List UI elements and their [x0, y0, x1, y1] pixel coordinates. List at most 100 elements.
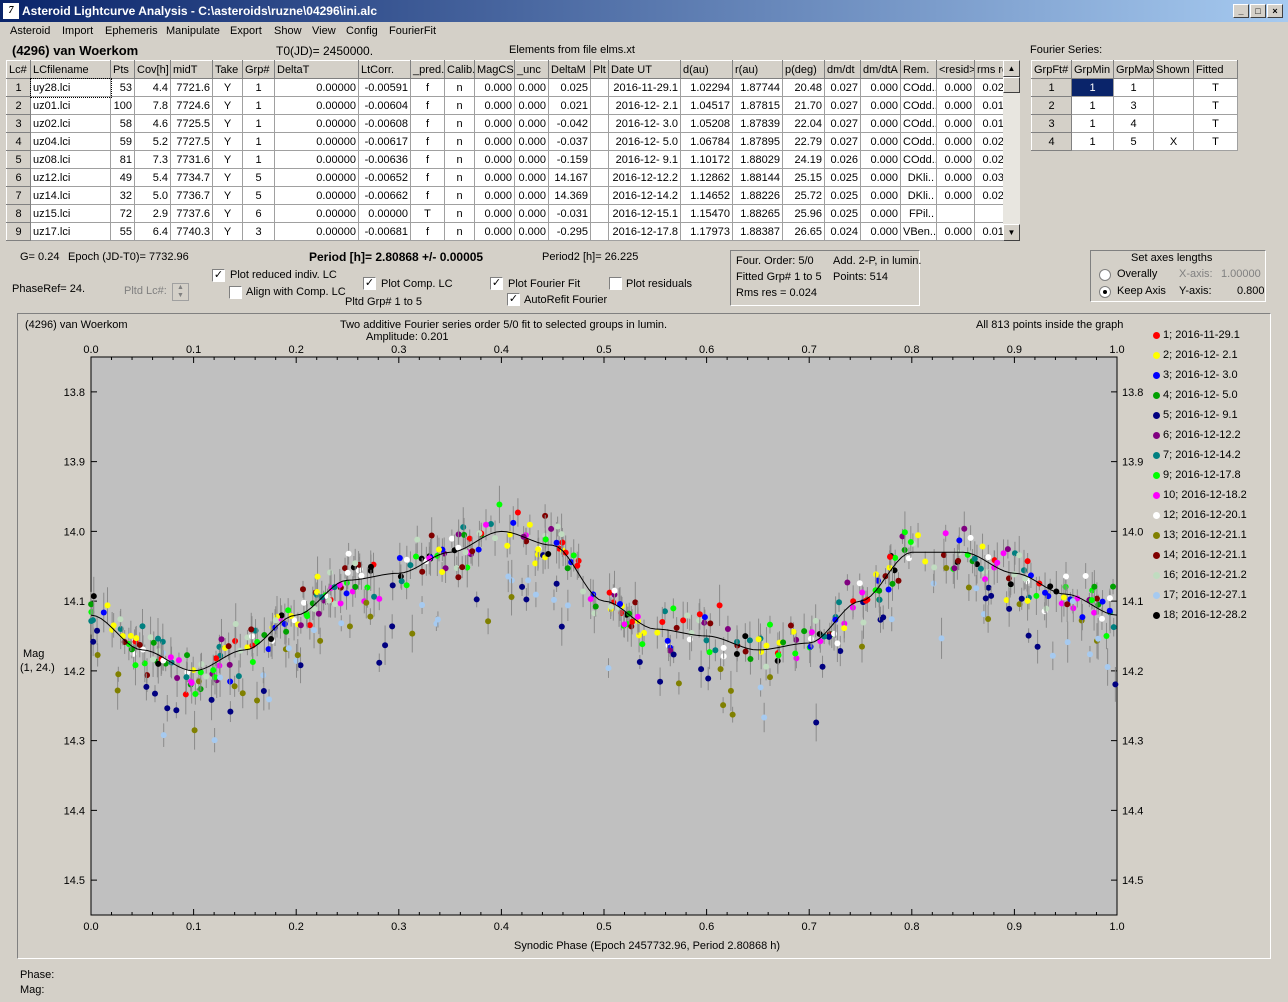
- table-cell[interactable]: T: [410, 204, 445, 223]
- table-cell[interactable]: 21.70: [782, 96, 825, 115]
- pltd-lc-spinner[interactable]: ▲ ▼: [172, 283, 189, 301]
- maximize-button[interactable]: □: [1250, 4, 1266, 18]
- table-cell[interactable]: 1.88144: [732, 168, 783, 187]
- table-cell[interactable]: 7725.5: [170, 114, 213, 133]
- table-cell[interactable]: 1.02294: [680, 78, 733, 97]
- table-cell[interactable]: 25.72: [782, 186, 825, 205]
- table-cell[interactable]: COdd..: [900, 114, 937, 133]
- table-cell[interactable]: 0.000: [936, 78, 975, 97]
- table-cell[interactable]: 0.000: [936, 222, 975, 241]
- table-cell[interactable]: [590, 186, 609, 205]
- table-cell[interactable]: n: [444, 114, 475, 133]
- table-cell[interactable]: 7731.6: [170, 150, 213, 169]
- table-cell[interactable]: 7721.6: [170, 78, 213, 97]
- fourier-cell[interactable]: 1: [1071, 78, 1114, 97]
- table-cell[interactable]: 9: [6, 222, 31, 241]
- table-cell[interactable]: 1.87839: [732, 114, 783, 133]
- table-cell[interactable]: 7724.6: [170, 96, 213, 115]
- table-cell[interactable]: 0.000: [860, 204, 901, 223]
- table-cell[interactable]: 1.88265: [732, 204, 783, 223]
- table-cell[interactable]: 0.000: [474, 78, 515, 97]
- table-cell[interactable]: 0.000: [514, 96, 549, 115]
- table-cell[interactable]: 4.4: [134, 78, 171, 97]
- table-cell[interactable]: 26.65: [782, 222, 825, 241]
- table-cell[interactable]: 72: [110, 204, 135, 223]
- column-header[interactable]: Take: [212, 60, 243, 79]
- table-cell[interactable]: -0.00604: [358, 96, 411, 115]
- table-cell[interactable]: 0.027: [824, 132, 861, 151]
- table-cell[interactable]: 7: [6, 186, 31, 205]
- column-header[interactable]: Lc#: [6, 60, 31, 79]
- lightcurve-plot-panel[interactable]: 0.0 0.0 0.1 0.1 0.2 0.2 0.3 0.3 0.4 0.4 0.5 0.5 0.6 0…: [17, 313, 1271, 959]
- fourier-cell[interactable]: T: [1193, 96, 1238, 115]
- table-cell[interactable]: 5.4: [134, 168, 171, 187]
- table-cell[interactable]: 0.000: [936, 186, 975, 205]
- column-header[interactable]: LtCorr.: [358, 60, 411, 79]
- column-header[interactable]: r(au): [732, 60, 783, 79]
- table-cell[interactable]: 0.026: [824, 150, 861, 169]
- table-cell[interactable]: n: [444, 204, 475, 223]
- table-cell[interactable]: -0.00608: [358, 114, 411, 133]
- table-cell[interactable]: 1.88029: [732, 150, 783, 169]
- table-cell[interactable]: 6.4: [134, 222, 171, 241]
- table-cell[interactable]: 0.027: [824, 96, 861, 115]
- table-cell[interactable]: Y: [212, 186, 243, 205]
- plot-comp-checkbox[interactable]: ✓: [363, 277, 376, 290]
- table-cell[interactable]: 55: [110, 222, 135, 241]
- table-scrollbar[interactable]: ▲ ▼: [1003, 60, 1020, 241]
- column-header[interactable]: Calib.: [444, 60, 475, 79]
- table-cell[interactable]: 0.00000: [274, 132, 359, 151]
- table-cell[interactable]: 0.021: [548, 96, 591, 115]
- table-cell[interactable]: 1.14652: [680, 186, 733, 205]
- table-cell[interactable]: 0.000: [860, 222, 901, 241]
- table-cell[interactable]: 3: [242, 222, 275, 241]
- table-cell[interactable]: 0.000: [474, 150, 515, 169]
- table-cell[interactable]: 8: [6, 204, 31, 223]
- fourier-column-header[interactable]: GrpMin: [1071, 60, 1114, 79]
- table-cell[interactable]: 6: [6, 168, 31, 187]
- table-cell[interactable]: 24.19: [782, 150, 825, 169]
- table-cell[interactable]: -0.159: [548, 150, 591, 169]
- table-cell[interactable]: 2016-11-29.1: [608, 78, 681, 97]
- fourier-cell[interactable]: 1: [1113, 78, 1154, 97]
- table-cell[interactable]: uz02.lci: [30, 114, 111, 133]
- column-header[interactable]: Rem.: [900, 60, 937, 79]
- table-cell[interactable]: 2.9: [134, 204, 171, 223]
- table-cell[interactable]: 1.15470: [680, 204, 733, 223]
- fourier-cell[interactable]: 1: [1071, 114, 1114, 133]
- table-cell[interactable]: COdd..: [900, 150, 937, 169]
- table-cell[interactable]: 0.000: [474, 132, 515, 151]
- align-comp-checkbox[interactable]: [229, 286, 242, 299]
- table-cell[interactable]: 0.000: [860, 96, 901, 115]
- fourier-cell[interactable]: 3: [1031, 114, 1072, 133]
- table-cell[interactable]: 0.025: [548, 78, 591, 97]
- table-cell[interactable]: 0.000: [860, 186, 901, 205]
- y-axis-value[interactable]: 0.800: [1237, 285, 1265, 297]
- fourier-cell[interactable]: [1153, 96, 1194, 115]
- table-cell[interactable]: 1: [242, 78, 275, 97]
- table-row[interactable]: 9 uz17.lci 55 6.4 7740.3 Y 3 0.00000 -0.00681 f n 0…: [6, 222, 1013, 241]
- keep-axis-radio[interactable]: [1099, 286, 1111, 298]
- table-cell[interactable]: 2016-12-14.2: [608, 186, 681, 205]
- table-cell[interactable]: 2016-12- 9.1: [608, 150, 681, 169]
- table-cell[interactable]: f: [410, 222, 445, 241]
- table-cell[interactable]: 1.05208: [680, 114, 733, 133]
- column-header[interactable]: p(deg): [782, 60, 825, 79]
- table-cell[interactable]: [590, 132, 609, 151]
- table-cell[interactable]: 22.79: [782, 132, 825, 151]
- autorefit-checkbox[interactable]: ✓: [507, 293, 520, 306]
- table-cell[interactable]: 0.000: [474, 204, 515, 223]
- column-header[interactable]: <resid>: [936, 60, 975, 79]
- table-cell[interactable]: 0.000: [474, 222, 515, 241]
- table-cell[interactable]: -0.042: [548, 114, 591, 133]
- menu-show[interactable]: Show: [274, 25, 302, 37]
- menu-manipulate[interactable]: Manipulate: [166, 25, 220, 37]
- plot-reduced-checkbox[interactable]: ✓: [212, 269, 225, 282]
- table-cell[interactable]: 20.48: [782, 78, 825, 97]
- table-cell[interactable]: 1.10172: [680, 150, 733, 169]
- table-cell[interactable]: 1: [242, 114, 275, 133]
- column-header[interactable]: DeltaT: [274, 60, 359, 79]
